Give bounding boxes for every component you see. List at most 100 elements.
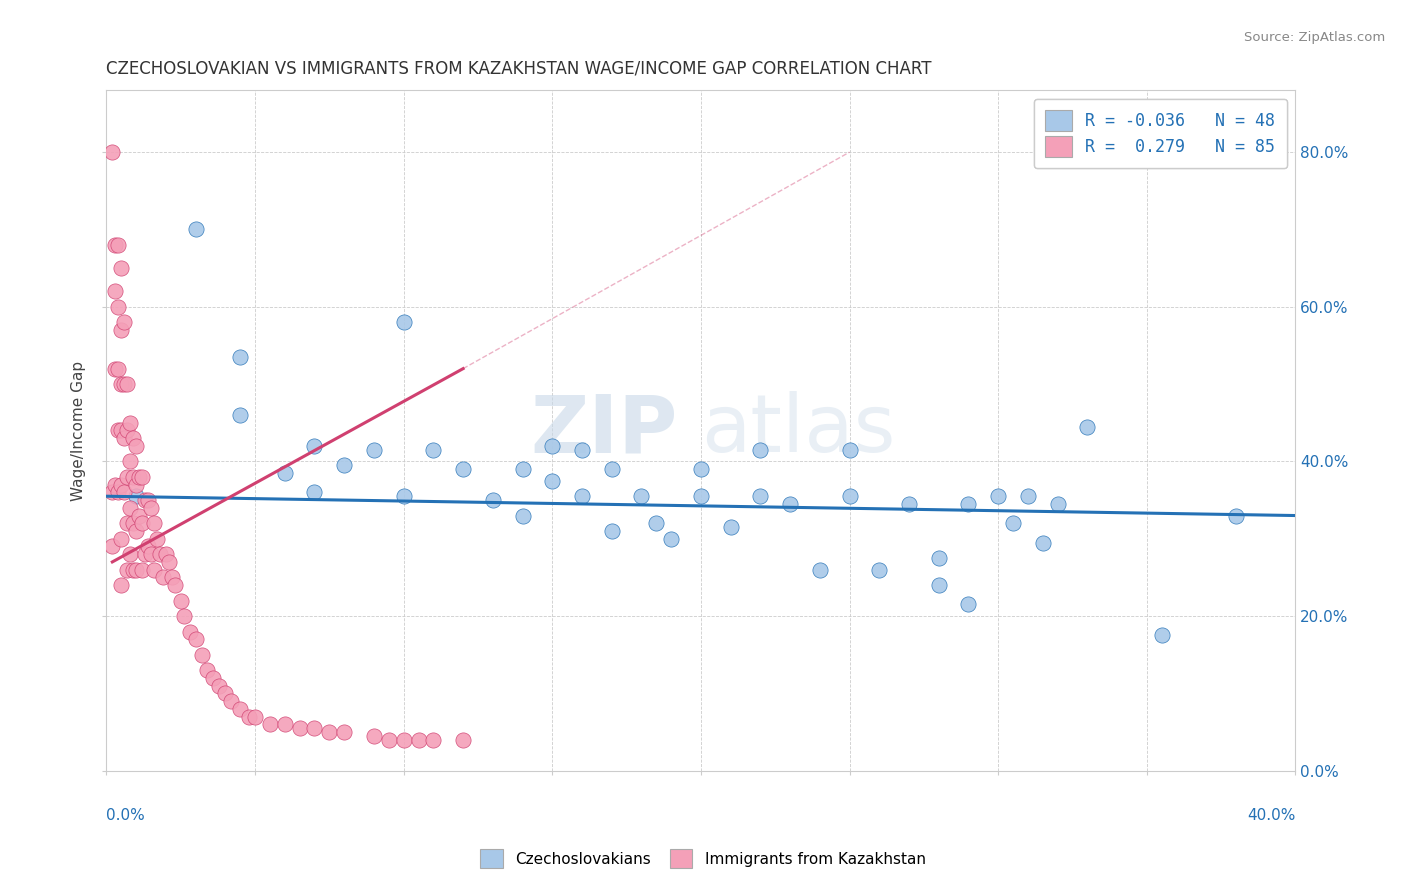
Legend: R = -0.036   N = 48, R =  0.279   N = 85: R = -0.036 N = 48, R = 0.279 N = 85 — [1033, 99, 1286, 169]
Point — [110, 578, 132, 592]
Point — [259, 717, 281, 731]
Point — [1032, 535, 1054, 549]
Point — [134, 493, 156, 508]
Point — [690, 462, 713, 476]
Point — [392, 315, 415, 329]
Point — [125, 489, 148, 503]
Point — [451, 462, 474, 476]
Text: Source: ZipAtlas.com: Source: ZipAtlas.com — [1244, 31, 1385, 45]
Y-axis label: Wage/Income Gap: Wage/Income Gap — [72, 360, 86, 500]
Point — [163, 578, 186, 592]
Point — [838, 489, 860, 503]
Point — [139, 547, 162, 561]
Point — [142, 563, 165, 577]
Point — [146, 532, 169, 546]
Point — [274, 717, 297, 731]
Point — [136, 493, 159, 508]
Point — [1076, 419, 1098, 434]
Point — [110, 477, 132, 491]
Point — [112, 431, 135, 445]
Point — [451, 732, 474, 747]
Point — [392, 489, 415, 503]
Point — [541, 474, 564, 488]
Text: atlas: atlas — [702, 392, 896, 469]
Point — [120, 454, 142, 468]
Point — [838, 442, 860, 457]
Point — [131, 516, 153, 531]
Point — [987, 489, 1010, 503]
Point — [229, 702, 252, 716]
Legend: Czechoslovakians, Immigrants from Kazakhstan: Czechoslovakians, Immigrants from Kazakh… — [472, 841, 934, 875]
Point — [422, 732, 444, 747]
Point — [101, 540, 124, 554]
Point — [107, 361, 129, 376]
Point — [541, 439, 564, 453]
Point — [115, 424, 138, 438]
Point — [112, 377, 135, 392]
Point — [115, 563, 138, 577]
Point — [170, 593, 193, 607]
Point — [160, 570, 183, 584]
Point — [304, 721, 326, 735]
Point — [190, 648, 212, 662]
Point — [645, 516, 668, 531]
Point — [363, 442, 385, 457]
Point — [110, 532, 132, 546]
Point — [779, 497, 801, 511]
Point — [197, 663, 219, 677]
Point — [214, 686, 236, 700]
Point — [110, 323, 132, 337]
Point — [363, 729, 385, 743]
Point — [112, 315, 135, 329]
Point — [378, 732, 401, 747]
Point — [131, 563, 153, 577]
Point — [101, 145, 124, 160]
Point — [125, 563, 148, 577]
Point — [104, 361, 127, 376]
Point — [125, 477, 148, 491]
Point — [157, 555, 180, 569]
Point — [333, 725, 356, 739]
Point — [107, 300, 129, 314]
Point — [808, 563, 831, 577]
Point — [868, 563, 890, 577]
Point — [115, 516, 138, 531]
Point — [112, 485, 135, 500]
Point — [202, 671, 225, 685]
Point — [184, 632, 207, 647]
Point — [101, 485, 124, 500]
Point — [1225, 508, 1247, 523]
Point — [128, 508, 150, 523]
Point — [512, 462, 534, 476]
Point — [104, 477, 127, 491]
Point — [749, 442, 772, 457]
Point — [139, 500, 162, 515]
Point — [110, 261, 132, 276]
Point — [749, 489, 772, 503]
Point — [115, 377, 138, 392]
Point — [128, 470, 150, 484]
Text: ZIP: ZIP — [530, 392, 678, 469]
Point — [179, 624, 201, 639]
Point — [104, 285, 127, 299]
Point — [107, 424, 129, 438]
Text: 0.0%: 0.0% — [107, 808, 145, 823]
Point — [392, 732, 415, 747]
Point — [318, 725, 340, 739]
Point — [928, 578, 950, 592]
Point — [134, 547, 156, 561]
Point — [115, 470, 138, 484]
Point — [149, 547, 172, 561]
Point — [288, 721, 311, 735]
Point — [630, 489, 652, 503]
Point — [131, 470, 153, 484]
Point — [1002, 516, 1025, 531]
Point — [571, 489, 593, 503]
Point — [120, 500, 142, 515]
Point — [120, 416, 142, 430]
Point — [408, 732, 430, 747]
Point — [107, 238, 129, 252]
Point — [274, 466, 297, 480]
Point — [122, 470, 145, 484]
Point — [110, 377, 132, 392]
